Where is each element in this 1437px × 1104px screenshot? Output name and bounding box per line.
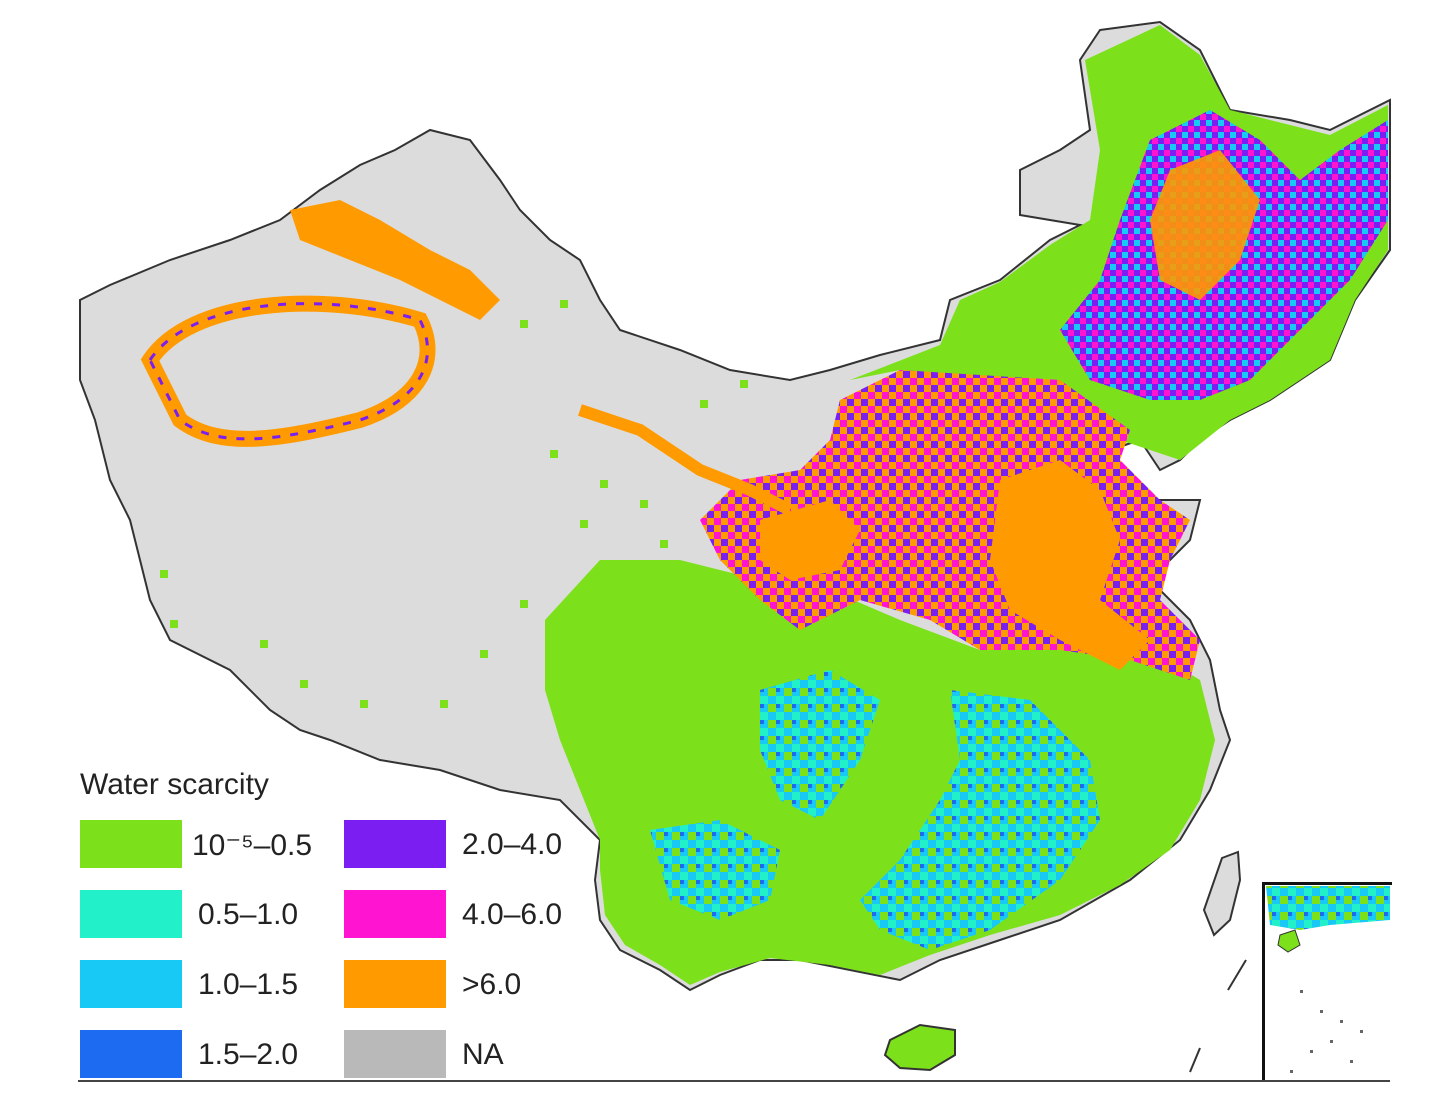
hexi-corridor-band <box>578 404 793 516</box>
legend-label-2: 0.5–1.0 <box>198 898 299 931</box>
legend-swatch-1 <box>80 820 182 868</box>
legend-label-6: 4.0–6.0 <box>462 898 563 931</box>
scatter-green-west <box>160 300 748 708</box>
inset-mainland <box>1266 886 1390 930</box>
legend-swatch-4 <box>80 1030 182 1078</box>
inset-islands <box>1290 990 1363 1073</box>
hainan-island <box>883 1023 956 1072</box>
legend-swatch-7 <box>344 960 446 1008</box>
south-china-sea-inset-frame <box>1262 882 1392 1082</box>
legend-label-8: NA <box>462 1038 504 1071</box>
legend-label-5: 2.0–4.0 <box>462 828 563 861</box>
orange-core-north <box>990 460 1150 670</box>
legend-title: Water scarcity <box>80 768 269 801</box>
orange-core-west-loess <box>760 500 860 580</box>
legend-swatch-3 <box>80 960 182 1008</box>
taiwan-island <box>1202 850 1242 937</box>
tarim-ring <box>140 295 436 447</box>
legend-swatch-2 <box>80 890 182 938</box>
inset-hainan <box>1277 929 1301 953</box>
moderate-scarcity-southeast <box>860 690 1100 950</box>
legend-label-7: >6.0 <box>462 968 522 1001</box>
boundary-dashes <box>1189 959 1247 1073</box>
bottom-rule <box>78 1080 1390 1082</box>
legend-label-4: 1.5–2.0 <box>198 1038 299 1071</box>
moderate-scarcity-south <box>760 670 880 820</box>
legend-swatch-8 <box>344 1030 446 1078</box>
legend-label-3: 1.0–1.5 <box>198 968 299 1001</box>
legend-label-1: 10⁻⁵–0.5 <box>192 829 313 862</box>
legend-swatch-5 <box>344 820 446 868</box>
xinjiang-north-band <box>290 200 500 320</box>
orange-core-northeast <box>1150 150 1260 300</box>
moderate-scarcity-southwest <box>650 820 780 920</box>
legend-swatch-6 <box>344 890 446 938</box>
